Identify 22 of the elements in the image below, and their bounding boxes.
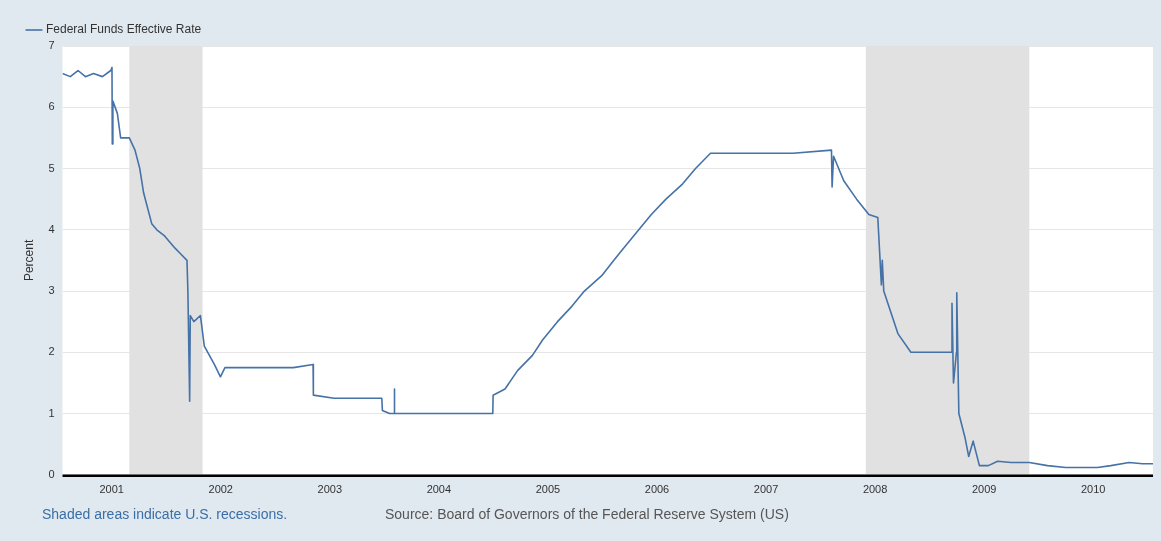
y-tick-label: 6 (48, 100, 55, 113)
x-tick-label: 2004 (426, 483, 452, 496)
x-tick-label: 2006 (644, 483, 670, 496)
x-tick-label: 2007 (753, 483, 779, 496)
x-tick-label: 2001 (99, 483, 124, 496)
y-tick-label: 3 (48, 284, 55, 297)
y-tick-label: 0 (48, 467, 55, 480)
source-note: Source: Board of Governors of the Federal Reserve System (US) (385, 506, 789, 522)
x-tick-label: 2002 (208, 483, 233, 496)
y-axis-title: Percent (21, 239, 36, 282)
y-tick-label: 7 (48, 39, 55, 52)
x-tick-label: 2010 (1081, 483, 1106, 496)
text: Shaded areas indicate U.S. recessions. (42, 506, 288, 522)
y-tick-label: 5 (48, 161, 55, 174)
legend-label: Federal Funds Effective Rate (46, 22, 202, 37)
x-tick-label: 2008 (862, 483, 888, 496)
x-tick-label: 2009 (971, 483, 997, 496)
x-tick-label: 2003 (317, 483, 343, 496)
y-tick-label: 2 (48, 345, 55, 358)
x-tick-label: 2005 (535, 483, 561, 496)
y-tick-label: 4 (48, 222, 55, 235)
y-tick-label: 1 (48, 406, 55, 419)
